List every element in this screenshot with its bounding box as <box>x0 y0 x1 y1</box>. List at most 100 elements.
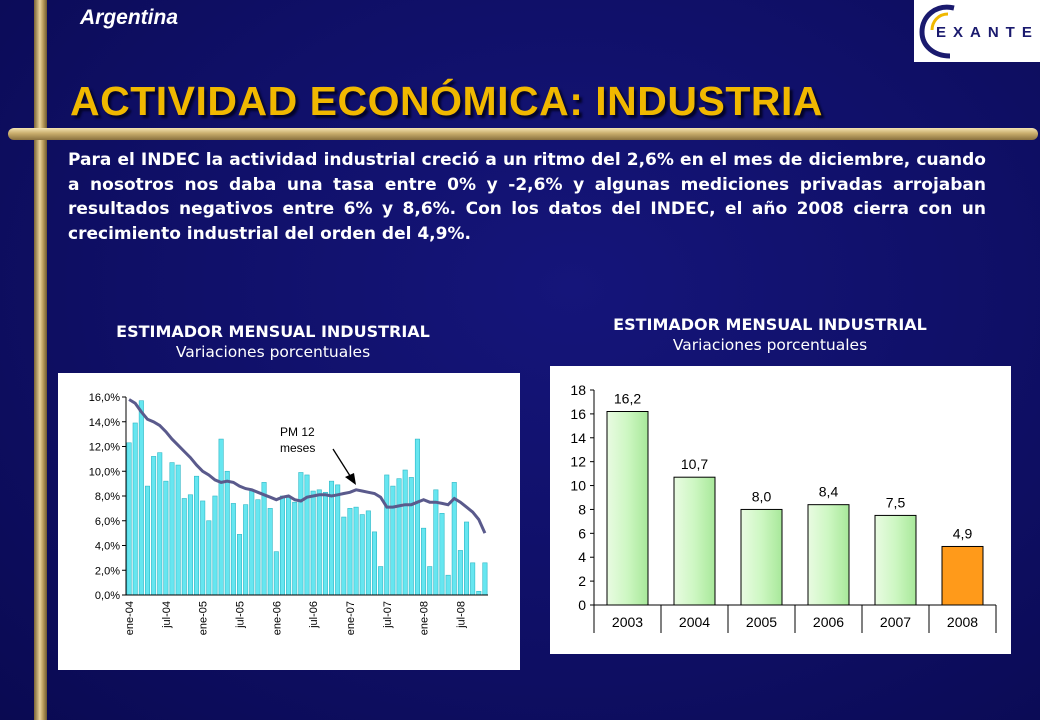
bar <box>144 485 150 596</box>
y-tick-label: 16 <box>570 406 586 422</box>
x-tick-label: 2003 <box>612 614 643 630</box>
y-tick-label: 16,0% <box>89 392 120 404</box>
bar <box>218 438 224 596</box>
y-tick-label: 0 <box>578 597 586 613</box>
bar <box>457 550 463 596</box>
y-tick-label: 4,0% <box>95 541 120 553</box>
annotation-arrow <box>332 448 353 480</box>
bar <box>807 504 850 606</box>
annotation-pm12-line2: meses <box>280 441 315 455</box>
bar <box>335 484 341 596</box>
bar <box>396 478 402 596</box>
bar <box>255 499 261 596</box>
right-chart-heading: ESTIMADOR MENSUAL INDUSTRIAL Variaciones… <box>550 315 990 354</box>
bar <box>261 482 267 596</box>
y-tick-label: 0,0% <box>95 590 120 602</box>
y-tick-label: 4 <box>578 549 586 565</box>
x-tick-label: jul-06 <box>308 601 320 629</box>
bar <box>464 521 470 596</box>
bar <box>384 474 390 596</box>
y-tick-label: 10 <box>570 478 586 494</box>
bar <box>126 442 132 596</box>
bar <box>157 452 163 596</box>
y-tick-label: 6 <box>578 525 586 541</box>
x-tick-label: jul-07 <box>382 601 394 629</box>
left-chart-panel: 0,0% 2,0% 4,0% 6,0% 8,0% 10,0% 12,0% 14,0% 16,0%… <box>58 373 520 670</box>
x-tick-label: 2008 <box>947 614 978 630</box>
bar <box>470 562 476 596</box>
bar <box>433 489 439 596</box>
y-tick-label: 18 <box>570 382 586 398</box>
left-chart-heading: ESTIMADOR MENSUAL INDUSTRIAL Variaciones… <box>58 322 488 361</box>
bar <box>187 494 193 596</box>
bar <box>740 508 783 606</box>
bar <box>206 520 212 596</box>
right-chart-subtitle: Variaciones porcentuales <box>672 336 868 354</box>
bar <box>175 464 181 596</box>
bar <box>874 514 917 606</box>
bar <box>273 551 279 596</box>
bar <box>378 566 384 596</box>
bar <box>236 534 243 596</box>
right-chart: 0 2 4 6 8 10 12 14 16 18 16,2 10,7 8,0 8,4 7,5 4,9 2003 2… <box>570 382 997 633</box>
x-tick-label: ene-05 <box>198 601 210 635</box>
data-label: 16,2 <box>614 391 641 407</box>
bar <box>286 496 292 596</box>
bar <box>371 531 378 596</box>
bar <box>316 489 322 596</box>
x-tick-label: jul-08 <box>455 601 467 629</box>
data-label: 8,4 <box>819 484 839 500</box>
bar <box>267 508 273 596</box>
bar <box>181 498 187 596</box>
bar <box>365 510 371 596</box>
bar <box>606 411 649 606</box>
bar <box>408 477 414 596</box>
left-chart: 0,0% 2,0% 4,0% 6,0% 8,0% 10,0% 12,0% 14,0% 16,0%… <box>89 392 488 635</box>
logo-swoosh-icon <box>919 4 955 59</box>
gold-horizontal-bar <box>8 128 1038 140</box>
left-chart-title: ESTIMADOR MENSUAL INDUSTRIAL <box>116 322 430 341</box>
gold-vertical-bar <box>34 0 47 720</box>
bar <box>439 513 445 596</box>
bar <box>304 474 310 596</box>
left-chart-subtitle: Variaciones porcentuales <box>175 343 371 361</box>
annotation-pm12-line1: PM 12 <box>280 425 315 439</box>
bar <box>427 566 433 596</box>
bar <box>310 490 316 596</box>
x-tick-label: ene-04 <box>124 601 136 635</box>
bar <box>482 562 488 596</box>
x-tick-label: 2006 <box>813 614 844 630</box>
bar <box>169 462 175 596</box>
bar <box>194 475 200 596</box>
x-tick-label: 2007 <box>880 614 911 630</box>
bar <box>476 590 482 596</box>
y-tick-label: 2,0% <box>95 565 120 577</box>
bar <box>138 400 144 596</box>
bar <box>292 501 298 596</box>
data-label: 8,0 <box>752 488 772 504</box>
x-tick-label: jul-04 <box>161 601 173 629</box>
bar <box>421 527 427 596</box>
bar <box>445 574 451 596</box>
y-tick-label: 14 <box>570 430 586 446</box>
y-tick-label: 8,0% <box>95 491 120 503</box>
bar <box>249 490 255 596</box>
x-tick-label: jul-05 <box>235 601 247 629</box>
bar <box>341 516 347 596</box>
bar <box>359 514 365 596</box>
bar <box>322 491 328 596</box>
bar <box>941 545 984 606</box>
intro-paragraph: Para el INDEC la actividad industrial cr… <box>68 150 986 244</box>
bar <box>347 508 353 596</box>
bar <box>390 485 396 596</box>
y-tick-label: 12,0% <box>89 442 120 454</box>
pm12-line <box>128 398 487 534</box>
x-tick-label: 2004 <box>679 614 710 630</box>
x-tick-label: ene-06 <box>271 601 283 635</box>
bar <box>673 476 716 606</box>
bar <box>132 422 138 596</box>
bar <box>230 503 236 596</box>
bar <box>353 506 359 596</box>
y-tick-label: 14,0% <box>89 417 120 429</box>
data-label: 7,5 <box>886 494 906 510</box>
